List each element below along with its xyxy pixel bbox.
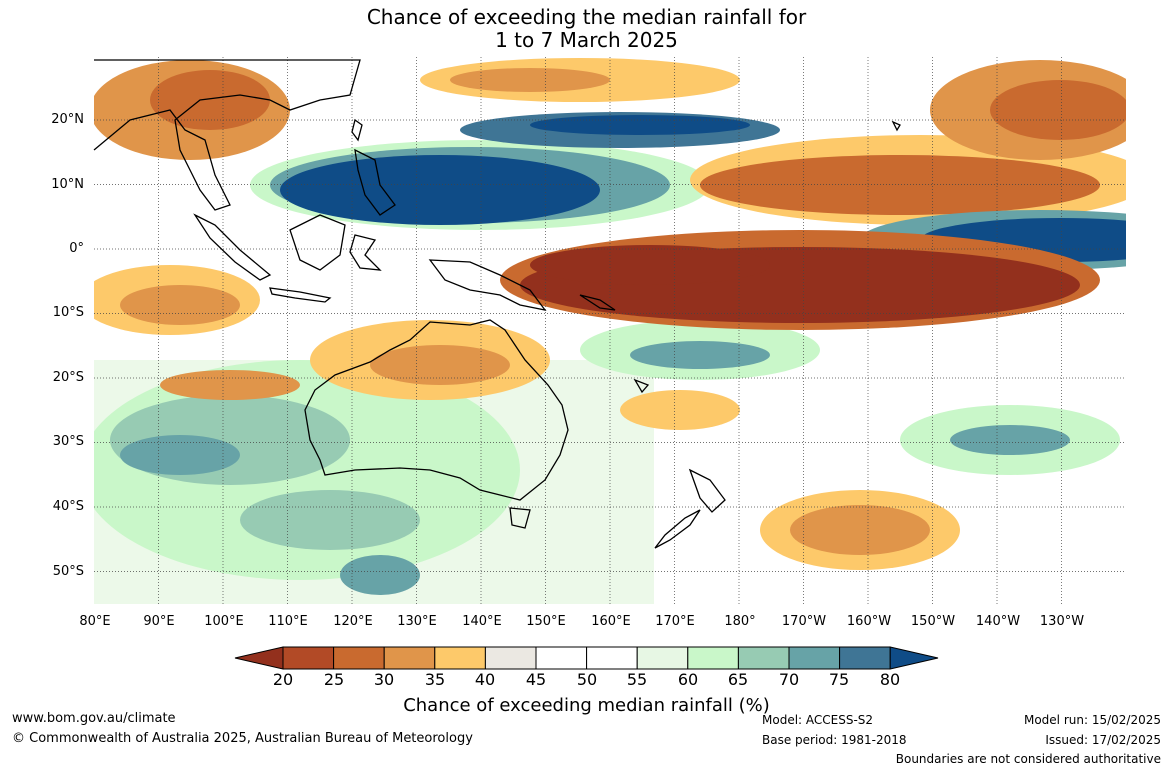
lon-label-170e: 170°E bbox=[655, 614, 695, 629]
graticule bbox=[94, 57, 1126, 604]
colorbar-tick-25: 25 bbox=[323, 670, 345, 689]
lat-label-0: 0° bbox=[69, 241, 84, 256]
lon-label-130w: 130°W bbox=[1039, 614, 1085, 629]
model-text: Model: ACCESS-S2 bbox=[762, 713, 874, 727]
colorbar-swatch bbox=[788, 646, 841, 670]
lat-label-10s: 10°S bbox=[52, 305, 84, 320]
website-link[interactable]: www.bom.gov.au/climate bbox=[12, 711, 176, 726]
colorbar-tick-35: 35 bbox=[424, 670, 446, 689]
lon-label-120e: 120°E bbox=[333, 614, 373, 629]
colorbar-swatch bbox=[737, 646, 790, 670]
colorbar-title: Chance of exceeding median rainfall (%) bbox=[403, 695, 770, 716]
lon-label-160w: 160°W bbox=[846, 614, 892, 629]
lon-label-160e: 160°E bbox=[591, 614, 631, 629]
colorbar-swatch bbox=[535, 646, 588, 670]
rainfall-field bbox=[94, 57, 1126, 604]
colorbar-swatch bbox=[383, 646, 436, 670]
colorbar-tick-40: 40 bbox=[474, 670, 496, 689]
lat-label-20s: 20°S bbox=[52, 370, 84, 385]
lon-label-150w: 150°W bbox=[910, 614, 956, 629]
colorbar-swatch bbox=[434, 646, 486, 670]
colorbar-swatch bbox=[484, 646, 537, 670]
lon-label-140e: 140°E bbox=[462, 614, 502, 629]
lat-label-50s: 50°S bbox=[52, 564, 84, 579]
colorbar-tick-65: 65 bbox=[727, 670, 749, 689]
colorbar-tick-70: 70 bbox=[778, 670, 800, 689]
colorbar-tick-75: 75 bbox=[828, 670, 850, 689]
boundaries-disclaimer: Boundaries are not considered authoritat… bbox=[895, 752, 1161, 766]
lon-label-180: 180° bbox=[724, 614, 756, 629]
colorbar-tick-45: 45 bbox=[525, 670, 547, 689]
lon-label-140w: 140°W bbox=[975, 614, 1021, 629]
colorbar-tick-55: 55 bbox=[626, 670, 648, 689]
lon-label-80e: 80°E bbox=[79, 614, 111, 629]
colorbar-tick-80: 80 bbox=[879, 670, 901, 689]
lon-label-130e: 130°E bbox=[397, 614, 437, 629]
lon-label-150e: 150°E bbox=[526, 614, 566, 629]
coastlines bbox=[93, 59, 901, 549]
copyright-text: © Commonwealth of Australia 2025, Austra… bbox=[12, 731, 473, 746]
issued-text: Issued: 17/02/2025 bbox=[1045, 733, 1161, 747]
lat-label-40s: 40°S bbox=[52, 499, 84, 514]
colorbar-swatch bbox=[636, 646, 689, 670]
colorbar-tick-60: 60 bbox=[677, 670, 699, 689]
map-title-line2: 1 to 7 March 2025 bbox=[495, 28, 678, 52]
model-run-text: Model run: 15/02/2025 bbox=[1023, 713, 1161, 727]
colorbar-tick-20: 20 bbox=[272, 670, 294, 689]
base-period-text: Base period: 1981-2018 bbox=[762, 733, 907, 747]
lat-label-10n: 10°N bbox=[51, 177, 84, 192]
colorbar-tick-50: 50 bbox=[576, 670, 598, 689]
colorbar-extend-high bbox=[889, 646, 939, 670]
lat-label-30s: 30°S bbox=[52, 434, 84, 449]
colorbar-swatch bbox=[586, 646, 638, 670]
colorbar-swatch bbox=[839, 646, 891, 670]
colorbar-extend-low bbox=[234, 646, 284, 670]
colorbar-swatch bbox=[687, 646, 739, 670]
lon-label-170w: 170°W bbox=[781, 614, 827, 629]
colorbar-swatch bbox=[333, 646, 385, 670]
lon-label-110e: 110°E bbox=[268, 614, 308, 629]
map-title-line1: Chance of exceeding the median rainfall … bbox=[366, 5, 807, 29]
lon-label-100e: 100°E bbox=[204, 614, 244, 629]
lat-label-20n: 20°N bbox=[51, 112, 84, 127]
colorbar-swatch bbox=[282, 646, 335, 670]
lon-label-90e: 90°E bbox=[143, 614, 175, 629]
colorbar-tick-30: 30 bbox=[373, 670, 395, 689]
